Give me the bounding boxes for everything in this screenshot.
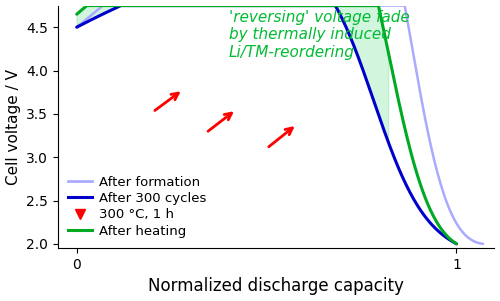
Legend: After formation, After 300 cycles, 300 °C, 1 h, After heating: After formation, After 300 cycles, 300 °… xyxy=(64,172,210,242)
X-axis label: Normalized discharge capacity: Normalized discharge capacity xyxy=(148,278,404,296)
Text: 'reversing' voltage fade
by thermally induced
Li/TM-reordering: 'reversing' voltage fade by thermally in… xyxy=(228,10,410,60)
Y-axis label: Cell voltage / V: Cell voltage / V xyxy=(6,69,20,185)
